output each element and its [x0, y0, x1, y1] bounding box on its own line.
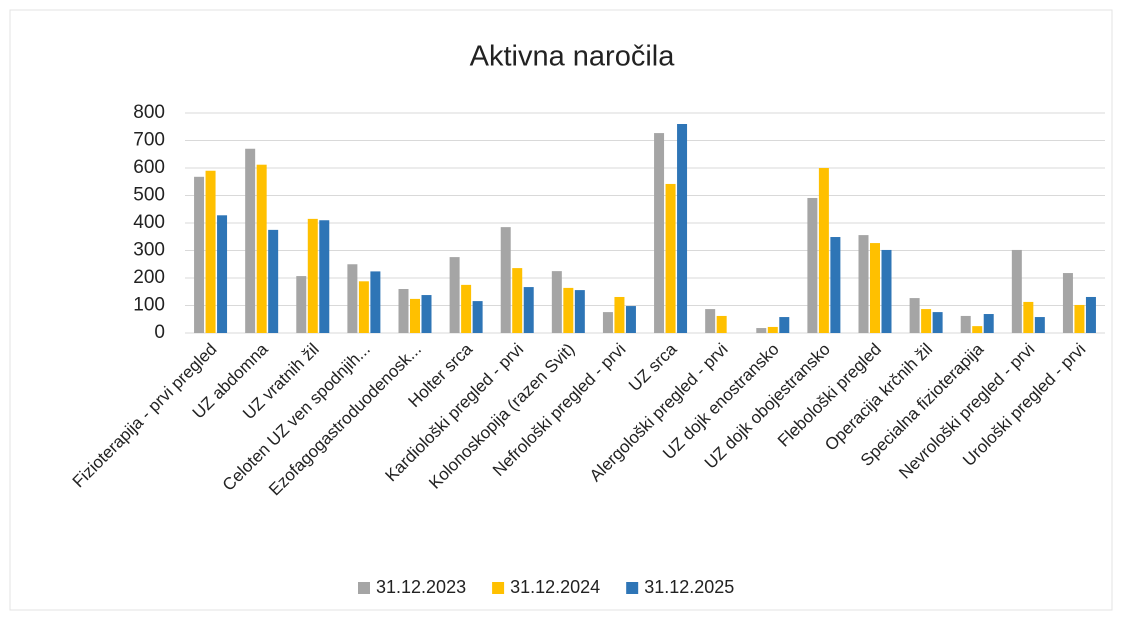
bar	[779, 317, 790, 333]
legend-label: 31.12.2023	[376, 577, 466, 597]
bar	[705, 309, 716, 333]
bar	[677, 124, 688, 333]
bar	[909, 298, 920, 333]
legend-label: 31.12.2025	[644, 577, 734, 597]
bar	[421, 295, 432, 333]
bar	[449, 257, 460, 333]
bar	[523, 287, 534, 333]
y-tick-label: 600	[133, 157, 165, 178]
bar	[256, 164, 267, 333]
y-tick-label: 500	[133, 185, 165, 206]
chart-title: Aktivna naročila	[470, 41, 676, 73]
bar	[716, 315, 727, 333]
y-tick-label: 800	[133, 102, 165, 123]
legend-swatch	[626, 582, 639, 594]
bar	[665, 183, 676, 333]
bar	[410, 298, 420, 333]
y-tick-label: 400	[133, 212, 165, 233]
bar	[1085, 296, 1096, 333]
bar	[1023, 301, 1034, 333]
y-tick-label: 100	[133, 295, 165, 316]
bar	[268, 229, 279, 333]
bar	[983, 314, 994, 333]
bar	[1034, 317, 1045, 333]
legend-swatch	[358, 582, 370, 594]
bar	[921, 309, 932, 333]
bar	[602, 312, 613, 333]
bar	[245, 148, 256, 333]
bar	[500, 227, 511, 333]
bar	[858, 235, 869, 333]
bar	[472, 301, 483, 333]
bar	[205, 170, 216, 333]
bar	[881, 249, 892, 333]
y-tick-label: 200	[133, 267, 165, 288]
bar	[830, 237, 841, 333]
bar	[1011, 249, 1022, 333]
bar	[398, 289, 409, 333]
bar	[818, 168, 829, 333]
bar	[512, 268, 523, 333]
bar	[370, 271, 381, 333]
bar	[972, 326, 983, 333]
legend-label: 31.12.2024	[510, 577, 600, 597]
y-tick-label: 0	[154, 322, 165, 343]
bar	[807, 197, 818, 333]
legend-swatch	[492, 582, 505, 594]
y-tick-label: 300	[133, 240, 165, 261]
bar	[307, 218, 318, 333]
bar	[461, 284, 472, 333]
bar	[217, 215, 228, 333]
bar	[614, 296, 625, 333]
bar	[358, 281, 369, 333]
bar	[767, 326, 778, 333]
bar	[563, 287, 574, 333]
bar	[296, 276, 307, 333]
y-tick-label: 700	[133, 130, 165, 151]
bar	[1062, 273, 1073, 333]
bar	[551, 271, 562, 333]
bar	[960, 315, 971, 333]
bar	[1074, 304, 1085, 333]
bar	[574, 290, 585, 333]
bar	[625, 306, 636, 333]
bar	[870, 243, 880, 333]
bar	[756, 328, 767, 333]
bar	[347, 264, 358, 333]
chart-frame	[9, 9, 1113, 611]
bar	[932, 312, 943, 333]
bar	[654, 133, 665, 333]
bar	[319, 220, 330, 333]
bar	[194, 176, 205, 333]
